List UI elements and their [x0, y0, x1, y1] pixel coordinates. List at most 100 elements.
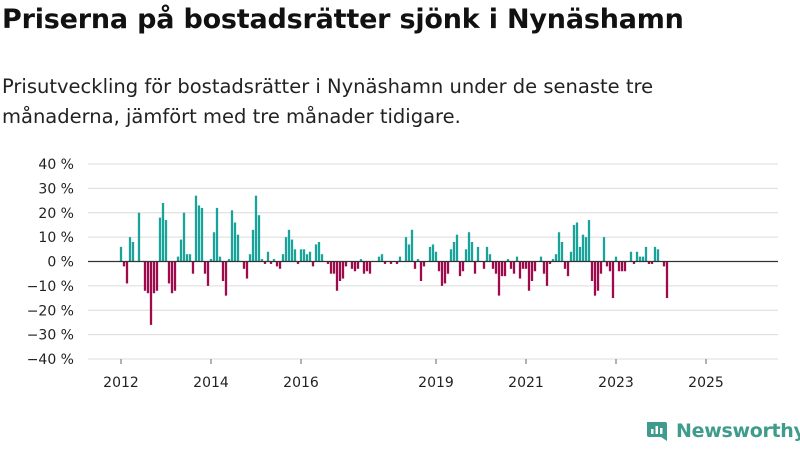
bar [344, 261, 348, 267]
bar [455, 234, 459, 262]
bar [269, 261, 273, 264]
bar [641, 256, 645, 262]
bar [263, 261, 267, 264]
bar [407, 244, 411, 262]
bar [317, 242, 321, 262]
bar [158, 217, 162, 262]
bar [356, 261, 360, 269]
bar [176, 256, 180, 262]
bar [362, 261, 366, 274]
bar [467, 232, 471, 262]
bar [329, 261, 333, 274]
bar [167, 261, 171, 284]
bar [209, 259, 213, 262]
bar [164, 220, 168, 262]
bar [281, 254, 285, 262]
bar [230, 210, 234, 262]
bar [368, 261, 372, 274]
bar [149, 261, 153, 325]
bar [557, 232, 561, 262]
bar [260, 259, 264, 262]
bar [662, 261, 666, 267]
bar [296, 261, 300, 264]
bar [218, 256, 222, 262]
bar [617, 261, 621, 272]
bar [227, 259, 231, 262]
x-tick-label: 2019 [418, 375, 454, 391]
bar [290, 239, 294, 262]
bar [146, 261, 150, 294]
newsworthy-logo-text: Newsworthy [676, 420, 800, 442]
bar [485, 246, 489, 262]
bar [332, 261, 336, 274]
last-value-label: −15 % [704, 0, 751, 4]
bar [578, 246, 582, 262]
bar [563, 261, 567, 269]
bar [539, 256, 543, 262]
bar [431, 244, 435, 262]
bar [314, 244, 318, 262]
bar [245, 261, 249, 279]
bar [509, 261, 513, 269]
bar [125, 261, 129, 284]
bar [170, 261, 174, 294]
bar [629, 251, 633, 262]
bar [137, 212, 141, 262]
bar [554, 254, 558, 262]
bar [383, 261, 387, 264]
bar [380, 254, 384, 262]
bar [221, 261, 225, 281]
bar [272, 259, 276, 262]
bar [254, 195, 258, 262]
bar [353, 261, 357, 272]
bar [182, 212, 186, 262]
bar [191, 261, 195, 274]
bar [194, 195, 198, 262]
bar [200, 207, 204, 262]
bar [449, 249, 453, 262]
bar [122, 261, 126, 267]
bar [446, 261, 450, 274]
bar [326, 261, 330, 264]
y-tick-label: 30 % [38, 181, 74, 197]
x-tick-label: 2025 [688, 375, 724, 391]
chart-title: Priserna på bostadsrätter sjönk i Nynäsh… [2, 4, 684, 35]
bar [338, 261, 342, 281]
bar [530, 261, 534, 281]
bar [257, 215, 261, 262]
x-tick-label: 2023 [598, 375, 634, 391]
bar [665, 261, 669, 299]
bar [470, 242, 474, 262]
bar [404, 237, 408, 262]
bar [152, 261, 156, 294]
bar [416, 259, 420, 262]
bars-layer [119, 195, 669, 325]
bar [500, 261, 504, 277]
bar [413, 261, 417, 269]
bar [458, 261, 462, 277]
bar [173, 261, 177, 291]
bar [242, 261, 246, 269]
bar [560, 242, 564, 262]
bar [350, 261, 354, 269]
bar [653, 246, 657, 262]
bar [647, 261, 651, 264]
bar [605, 261, 609, 267]
bar [599, 261, 603, 274]
bar [593, 261, 597, 296]
x-tick-label: 2021 [508, 375, 544, 391]
bar [608, 261, 612, 272]
bar [581, 234, 585, 262]
bar [632, 261, 636, 264]
bar [215, 207, 219, 262]
bar [569, 251, 573, 262]
axis-layer [88, 260, 778, 364]
bar [545, 261, 549, 286]
bar [233, 222, 237, 262]
newsworthy-logo: Newsworthy [645, 419, 800, 443]
bar [650, 261, 654, 264]
bar [464, 249, 468, 262]
y-tick-label: −40 % [27, 352, 74, 368]
bar [410, 229, 414, 262]
bar [572, 224, 576, 262]
